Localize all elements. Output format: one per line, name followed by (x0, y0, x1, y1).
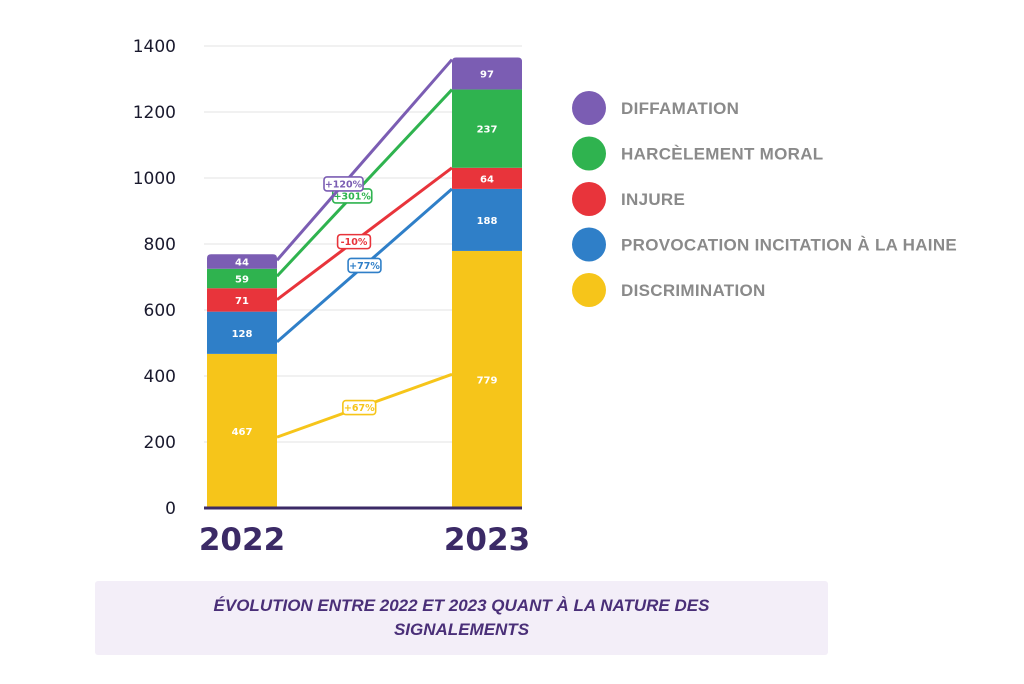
y-tick-label-1200: 1200 (133, 103, 176, 123)
bar-2023-1 (452, 188, 522, 251)
y-tick-label-200: 200 (144, 433, 176, 453)
trend-line-4 (275, 58, 454, 262)
y-tick-label-0: 0 (165, 499, 176, 519)
y-tick-label-1000: 1000 (133, 169, 176, 189)
segment-label-2022-0: 467 (232, 427, 253, 438)
bar-2023-2 (452, 167, 522, 189)
change-label-1: +77% (349, 261, 380, 272)
change-label-0: +67% (344, 403, 375, 414)
change-label-2: -10% (341, 237, 368, 248)
y-tick-label-1400: 1400 (133, 37, 176, 57)
y-tick-label-400: 400 (144, 367, 176, 387)
segment-label-2023-4: 97 (480, 70, 494, 81)
change-badge-0 (342, 399, 377, 416)
y-tick-label-800: 800 (144, 235, 176, 255)
segment-label-2022-1: 128 (232, 329, 253, 340)
bar-2022-2 (207, 288, 277, 312)
segment-label-2023-3: 237 (477, 125, 498, 136)
bar-2023-0 (452, 250, 522, 508)
chart-caption: ÉVOLUTION ENTRE 2022 ET 2023 QUANT À LA … (95, 581, 828, 655)
legend-label-0: DIFFAMATION (621, 99, 739, 118)
bar-2022-1 (207, 311, 277, 354)
legend-label-2: INJURE (621, 190, 685, 209)
legend-swatch-4 (572, 273, 606, 307)
x-tick-label-2023: 2023 (444, 522, 530, 558)
bar-2022-4 (207, 254, 277, 269)
segment-label-2023-1: 188 (477, 216, 498, 227)
change-label-4: +120% (325, 179, 363, 190)
legend-swatch-1 (572, 136, 606, 171)
segment-label-2023-0: 779 (477, 375, 498, 386)
legend-label-1: HARCÈLEMENT MORAL (621, 145, 823, 164)
bar-2022-0 (207, 353, 277, 508)
trend-line-2 (276, 166, 453, 301)
segment-label-2022-2: 71 (235, 296, 249, 307)
segment-label-2022-3: 59 (235, 274, 249, 285)
bar-2023-4 (452, 57, 522, 90)
legend-swatch-3 (572, 227, 606, 262)
legend-label-3: PROVOCATION INCITATION À LA HAINE (621, 236, 957, 255)
bar-2023-3 (452, 89, 522, 168)
legend-swatch-2 (572, 182, 606, 216)
bar-2022-3 (207, 268, 277, 289)
change-badge-2 (336, 233, 372, 250)
change-label-3: +301% (334, 191, 372, 202)
legend-swatch-0 (572, 91, 606, 125)
segment-label-2022-4: 44 (235, 257, 249, 268)
change-badge-1 (347, 257, 382, 274)
y-tick-label-600: 600 (144, 301, 176, 321)
change-badge-4 (323, 176, 364, 192)
x-tick-label-2022: 2022 (199, 522, 285, 558)
trend-line-3 (275, 88, 454, 278)
segment-label-2023-2: 64 (480, 174, 494, 185)
legend-label-4: DISCRIMINATION (621, 281, 766, 300)
